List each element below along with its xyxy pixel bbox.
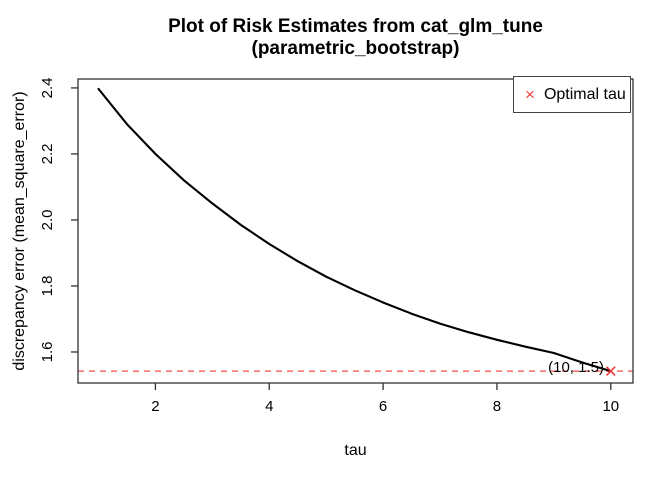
plot-title-block: Plot of Risk Estimates from cat_glm_tune… bbox=[78, 16, 633, 60]
x-marker-icon: × bbox=[525, 85, 535, 104]
y-tick-label: 2.0 bbox=[39, 210, 56, 231]
y-tick-label: 1.6 bbox=[39, 342, 56, 363]
x-tick-label: 10 bbox=[602, 398, 619, 415]
y-tick-label: 2.4 bbox=[39, 77, 56, 98]
x-tick-label: 6 bbox=[379, 398, 387, 415]
x-tick-label: 4 bbox=[265, 398, 273, 415]
x-tick-label: 8 bbox=[493, 398, 501, 415]
optimal-point-annotation: (10, 1.5) bbox=[548, 359, 604, 376]
optimal-marker bbox=[605, 366, 616, 376]
plot-title: Plot of Risk Estimates from cat_glm_tune bbox=[168, 16, 543, 37]
x-tick-label: 2 bbox=[151, 398, 159, 415]
legend-label: Optimal tau bbox=[543, 85, 626, 103]
y-tick-label: 2.2 bbox=[39, 143, 56, 164]
legend-box: × Optimal tau bbox=[513, 76, 631, 113]
y-tick-label: 1.8 bbox=[39, 276, 56, 297]
plot-subtitle: (parametric_bootstrap) bbox=[251, 38, 460, 59]
risk-curve bbox=[97, 87, 612, 373]
plot-border bbox=[77, 78, 634, 384]
x-axis-label: tau bbox=[344, 442, 367, 459]
